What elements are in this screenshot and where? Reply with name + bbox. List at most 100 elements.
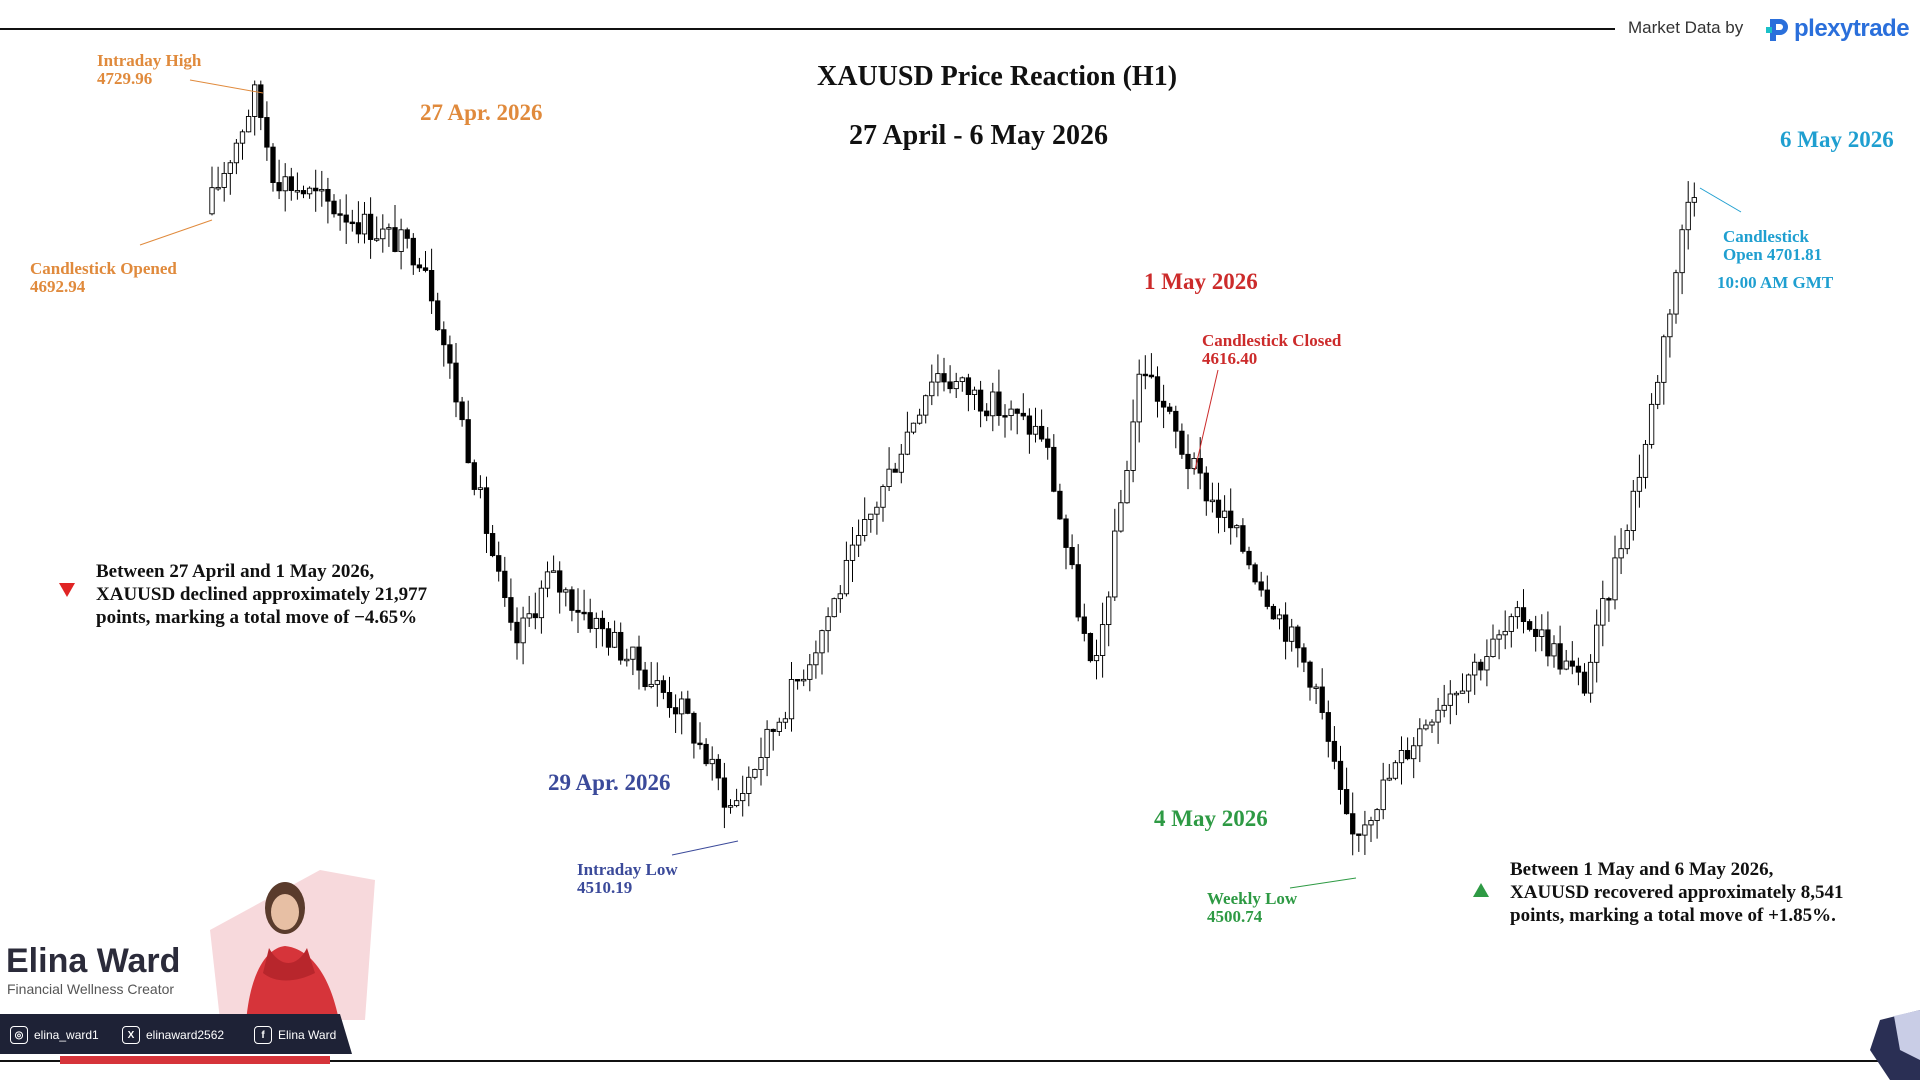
candle-body-up: [752, 768, 758, 778]
candle-body-down: [1319, 686, 1325, 713]
candle-body-up: [971, 389, 978, 395]
candle-body-up: [1276, 614, 1283, 620]
top-divider: [0, 28, 1615, 30]
candle-body-up: [1508, 616, 1514, 632]
candle-body-up: [209, 187, 215, 215]
candle-body-down: [1185, 453, 1191, 470]
candle-body-up: [782, 718, 789, 723]
candle-body-down: [685, 698, 691, 714]
candle-body-down: [1356, 833, 1362, 836]
candle-body-down: [1069, 547, 1075, 566]
candle-body-up: [837, 593, 843, 600]
candle-body-up: [380, 228, 386, 240]
candle-body-down: [1575, 665, 1582, 673]
candle-body-down: [422, 267, 429, 271]
candle-body-up: [1008, 408, 1014, 417]
candle-body-up: [1368, 820, 1374, 826]
weekly-low-callout: Weekly Low 4500.74: [1207, 890, 1297, 926]
candle-body-down: [642, 669, 648, 688]
candle-body-up: [825, 616, 831, 632]
candle-body-down: [1063, 518, 1069, 548]
candle-body-up: [923, 395, 929, 416]
candle-body-up: [1612, 557, 1618, 601]
candle-body-up: [233, 142, 240, 164]
instagram-handle: elina_ward1: [34, 1028, 99, 1042]
candle-body-down: [703, 743, 709, 765]
date-label-may1: 1 May 2026: [1144, 269, 1258, 294]
candle-body-down: [441, 329, 447, 346]
candle-body-down: [1325, 712, 1331, 742]
candle-body-up: [874, 506, 880, 515]
candle-body-down: [1154, 376, 1161, 402]
decline-summary-line-2: XAUUSD declined approximately 21,977: [96, 584, 428, 605]
intraday-low-value: 4510.19: [577, 877, 633, 897]
candle-body-up: [1032, 425, 1039, 435]
facebook-link[interactable]: f Elina Ward: [254, 1026, 336, 1044]
candle-body-up: [477, 487, 484, 490]
candle-closed-leader: [1194, 369, 1219, 471]
candle-body-down: [349, 221, 355, 225]
candle-body-up: [1221, 510, 1228, 518]
candle-body-up: [1502, 630, 1508, 636]
candle-body-up: [776, 721, 782, 732]
candle-body-up: [1362, 824, 1368, 836]
chart-subtitle: 27 April - 6 May 2026: [849, 120, 1108, 151]
candle-body-up: [740, 792, 746, 802]
candle-body-down: [599, 617, 606, 630]
candle-body-down: [465, 419, 471, 464]
candle-body-up: [1514, 607, 1521, 618]
candle-body-up: [801, 678, 807, 682]
x-link[interactable]: X elinaward2562: [122, 1026, 224, 1044]
candle-body-down: [471, 462, 477, 490]
candle-body-up: [1630, 490, 1636, 532]
candle-body-up: [709, 758, 715, 765]
candle-body-down: [947, 381, 953, 390]
candle-body-up: [306, 187, 313, 195]
candle-body-up: [898, 453, 904, 473]
date-label-may4: 4 May 2026: [1154, 806, 1268, 831]
candle-body-down: [367, 213, 374, 240]
decline-summary-line-3: points, marking a total move of −4.65%: [96, 607, 418, 628]
candle-body-down: [1478, 661, 1484, 671]
candle-body-up: [1636, 476, 1643, 492]
candle-body-up: [1392, 762, 1399, 779]
candle-body-down: [618, 631, 624, 661]
candle-body-up: [843, 559, 850, 595]
candle-body-up: [654, 680, 660, 685]
candle-body-up: [1642, 443, 1649, 478]
weekly-low-label: Weekly Low: [1207, 889, 1298, 908]
candle-body-down: [1160, 400, 1167, 408]
candle-body-up: [1472, 661, 1478, 676]
weekly-low-leader: [1289, 877, 1357, 889]
candle-body-down: [1087, 633, 1094, 662]
candle-body-down: [1270, 605, 1277, 620]
candle-body-up: [1691, 197, 1697, 203]
candle-open-label: Candlestick: [1723, 227, 1809, 246]
candle-body-up: [849, 544, 856, 561]
plexytrade-logo[interactable]: plexytrade: [1766, 15, 1910, 43]
candle-body-up: [910, 422, 917, 433]
candle-body-down: [1520, 607, 1527, 623]
candle-body-up: [1539, 629, 1545, 637]
candle-body-down: [636, 646, 642, 671]
candle-body-down: [514, 621, 520, 644]
candle-body-down: [794, 679, 801, 682]
candle-body-down: [300, 190, 307, 195]
candle-body-up: [563, 589, 569, 593]
candle-body-down: [1264, 589, 1270, 607]
intraday-high-leader: [189, 79, 264, 94]
candle-body-up: [1465, 674, 1472, 692]
intraday-high-value: 4729.96: [97, 68, 153, 88]
candle-body-up: [1648, 403, 1655, 445]
candle-body-down: [1020, 412, 1026, 417]
candle-body-down: [532, 613, 538, 619]
candle-body-up: [733, 800, 740, 807]
candle-body-down: [1081, 616, 1087, 634]
candle-body-down: [1057, 490, 1063, 520]
candle-body-down: [1075, 564, 1081, 618]
candle-body-up: [1112, 530, 1118, 598]
candle-body-down: [1173, 410, 1179, 432]
instagram-link[interactable]: ◎ elina_ward1: [10, 1026, 99, 1044]
candle-body-down: [416, 264, 423, 269]
